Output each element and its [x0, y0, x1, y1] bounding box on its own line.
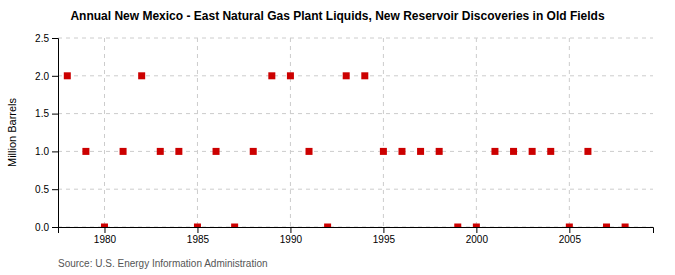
grid-line [476, 38, 477, 227]
point [566, 224, 573, 228]
tick-mark [52, 38, 58, 39]
grid-line [58, 151, 653, 152]
tick: 1.5 [35, 108, 58, 119]
y-axis: 0.0 0.5 1.0 1.5 2.0 2.5 [35, 33, 58, 233]
grid-line [58, 113, 653, 114]
point [491, 148, 498, 155]
grid-line [290, 38, 291, 227]
tick-label: 2.0 [35, 71, 49, 82]
grid-line [383, 38, 384, 227]
point [454, 224, 461, 228]
tick-mark [383, 227, 384, 233]
point [584, 148, 591, 155]
point [529, 148, 536, 155]
tick-label: 2005 [559, 234, 582, 245]
tick-label: 1.0 [35, 146, 49, 157]
point [138, 72, 145, 79]
tick-mark [476, 227, 477, 233]
grid-line [197, 38, 198, 227]
point [157, 148, 164, 155]
point [194, 224, 201, 228]
tick: 2005 [559, 227, 582, 245]
tick-label: 1980 [94, 234, 117, 245]
plot: 1980 1985 1990 1995 2000 2005 0.0 0.5 1.0 1.5 2.0 2… [35, 33, 653, 245]
source: Source: U.S. Energy Information Administ… [58, 258, 268, 269]
point [306, 148, 313, 155]
tick-label: 2.5 [35, 33, 49, 44]
tick-label: 1.5 [35, 108, 49, 119]
tick-mark [104, 227, 105, 233]
title: Annual New Mexico - East Natural Gas Pla… [70, 9, 604, 23]
tick: 1985 [187, 227, 210, 245]
point [268, 72, 275, 79]
tick: 2.5 [35, 33, 58, 44]
tick-label: 2000 [466, 234, 489, 245]
tick-label: 0.0 [35, 222, 49, 233]
point [175, 148, 182, 155]
grid-line [58, 38, 653, 39]
point [510, 148, 517, 155]
tick: 2.0 [35, 71, 58, 82]
tick-mark [52, 76, 58, 77]
point [398, 148, 405, 155]
tick-mark [569, 227, 570, 233]
tick: 1990 [280, 227, 303, 245]
point [380, 148, 387, 155]
point [231, 224, 238, 228]
point [213, 148, 220, 155]
grid-line [58, 75, 653, 76]
y-axis-title: Million Barrels [6, 97, 18, 167]
point [324, 224, 331, 228]
tick: 1.0 [35, 146, 58, 157]
point [361, 72, 368, 79]
point [603, 224, 610, 228]
tick: 1980 [94, 227, 117, 245]
grid-line [104, 38, 105, 227]
point [622, 224, 629, 228]
tick-mark [197, 227, 198, 233]
grid-line [569, 38, 570, 227]
tick-label: 1985 [187, 234, 210, 245]
point [120, 148, 127, 155]
points [64, 72, 629, 227]
tick: 0.5 [35, 184, 58, 195]
point [417, 148, 424, 155]
chart: Annual New Mexico - East Natural Gas Pla… [0, 0, 675, 275]
point [250, 148, 257, 155]
x-axis: 1980 1985 1990 1995 2000 2005 [59, 227, 654, 245]
point [82, 148, 89, 155]
tick: 1995 [373, 227, 396, 245]
point [436, 148, 443, 155]
point [101, 224, 108, 228]
axis-line [59, 228, 654, 234]
tick: 2000 [466, 227, 489, 245]
tick-mark [52, 189, 58, 190]
point [547, 148, 554, 155]
point [343, 72, 350, 79]
tick-label: 0.5 [35, 184, 49, 195]
axis-line [52, 39, 59, 228]
tick-mark [52, 151, 58, 152]
tick-label: 1995 [373, 234, 396, 245]
point [473, 224, 480, 228]
tick-mark [52, 114, 58, 115]
tick-mark [52, 227, 58, 228]
tick: 0.0 [35, 222, 58, 233]
grid [58, 38, 653, 227]
tick-label: 1990 [280, 234, 303, 245]
point [287, 72, 294, 79]
tick-mark [290, 227, 291, 233]
point [64, 72, 71, 79]
grid-line [58, 189, 653, 190]
